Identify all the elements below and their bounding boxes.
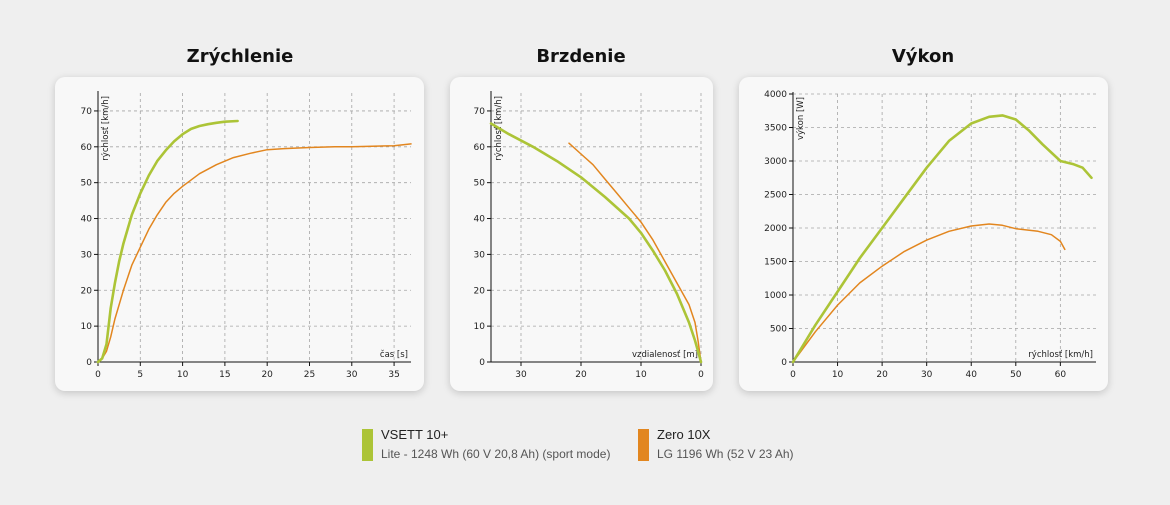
power-y-tick-label: 1000 — [764, 291, 787, 301]
braking-y-tick-label: 40 — [474, 215, 486, 225]
legend-desc-vsett: Lite - 1248 Wh (60 V 20,8 Ah) (sport mod… — [381, 447, 611, 461]
acceleration-x-tick-label: 20 — [261, 370, 273, 380]
acceleration-x-tick-label: 5 — [137, 370, 143, 380]
acceleration-y-tick-label: 70 — [81, 107, 93, 117]
acceleration-x-tick-label: 30 — [346, 370, 358, 380]
legend-name-vsett: VSETT 10+ — [381, 427, 449, 442]
legend-item-vsett: VSETT 10+ Lite - 1248 Wh (60 V 20,8 Ah) … — [362, 427, 622, 463]
legend-swatch-vsett — [362, 429, 373, 461]
acceleration-y-tick-label: 40 — [81, 215, 93, 225]
acceleration-y-axis-label: rýchlosť [km/h] — [101, 96, 111, 161]
power-y-tick-label: 3000 — [764, 157, 787, 167]
acceleration-chart-card: 0 10 20 30 40 50 60 70 0 5 10 15 20 25 30 35 rýchlosť [k… — [55, 77, 424, 391]
acceleration-y-tick-label: 50 — [81, 179, 93, 189]
braking-y-tick-label: 0 — [479, 358, 485, 368]
acceleration-y-tick-label: 30 — [81, 250, 93, 260]
power-chart-card: 0 500 1000 1500 2000 2500 3000 3500 4000 0 10 20 30 4… — [739, 77, 1108, 391]
braking-y-tick-label: 50 — [474, 179, 486, 189]
braking-x-tick-label: 10 — [635, 370, 647, 380]
acceleration-series-vsett-line — [96, 119, 239, 364]
chart-title-acceleration: Zrýchlenie — [186, 46, 294, 67]
acceleration-y-tick-label: 20 — [81, 286, 93, 296]
power-y-axis-label: výkon [W] — [796, 97, 806, 140]
legend-swatch-zero — [638, 429, 649, 461]
power-x-tick-label: 60 — [1055, 370, 1067, 380]
power-y-tick-label: 2500 — [764, 191, 787, 201]
acceleration-y-tick-label: 0 — [86, 358, 92, 368]
braking-x-axis-label: vzdialenosť [m] — [632, 350, 698, 360]
power-x-tick-label: 0 — [790, 370, 796, 380]
power-x-tick-label: 50 — [1010, 370, 1022, 380]
power-y-tick-label: 4000 — [764, 90, 787, 100]
acceleration-x-tick-label: 15 — [219, 370, 230, 380]
chart-title-braking: Brzdenie — [536, 46, 626, 67]
acceleration-x-tick-label: 35 — [388, 370, 399, 380]
braking-chart-card: 0 10 20 30 40 50 60 70 30 20 10 0 rýchlosť [km/h] vzd… — [450, 77, 713, 391]
braking-x-tick-label: 20 — [575, 370, 587, 380]
power-x-axis-label: rýchlosť [km/h] — [1028, 350, 1093, 360]
power-x-tick-label: 20 — [876, 370, 888, 380]
braking-series-zero-line — [568, 142, 702, 363]
braking-x-tick-label: 0 — [698, 370, 704, 380]
braking-x-tick-label: 30 — [515, 370, 527, 380]
braking-y-tick-label: 70 — [474, 107, 486, 117]
legend-name-zero: Zero 10X — [657, 427, 711, 442]
power-series-vsett-line — [791, 114, 1093, 364]
power-chart: 0 500 1000 1500 2000 2500 3000 3500 4000 0 10 20 30 4… — [764, 90, 1096, 380]
braking-y-tick-label: 60 — [474, 143, 486, 153]
braking-y-tick-label: 30 — [474, 250, 486, 260]
acceleration-x-tick-label: 25 — [304, 370, 315, 380]
acceleration-chart: 0 10 20 30 40 50 60 70 0 5 10 15 20 25 30 35 rýchlosť [k… — [81, 91, 412, 380]
braking-series-vsett-line — [489, 122, 703, 364]
acceleration-x-tick-label: 0 — [95, 370, 101, 380]
acceleration-series-zero-line — [97, 143, 412, 363]
braking-y-tick-label: 20 — [474, 286, 486, 296]
legend-item-zero: Zero 10X LG 1196 Wh (52 V 23 Ah) — [638, 427, 838, 463]
acceleration-y-tick-label: 60 — [81, 143, 93, 153]
power-x-tick-label: 40 — [966, 370, 978, 380]
power-x-tick-label: 30 — [921, 370, 933, 380]
legend-desc-zero: LG 1196 Wh (52 V 23 Ah) — [657, 447, 794, 461]
power-y-tick-label: 3500 — [764, 124, 787, 134]
acceleration-y-tick-label: 10 — [81, 322, 93, 332]
acceleration-x-axis-label: čas [s] — [380, 349, 408, 360]
power-y-tick-label: 1500 — [764, 258, 787, 268]
power-y-tick-label: 2000 — [764, 224, 787, 234]
power-y-tick-label: 0 — [781, 358, 787, 368]
power-y-tick-label: 500 — [770, 325, 787, 335]
chart-title-power: Výkon — [891, 46, 955, 67]
power-series-zero-line — [792, 223, 1066, 363]
power-x-tick-label: 10 — [832, 370, 844, 380]
acceleration-x-tick-label: 10 — [177, 370, 189, 380]
braking-y-tick-label: 10 — [474, 322, 486, 332]
